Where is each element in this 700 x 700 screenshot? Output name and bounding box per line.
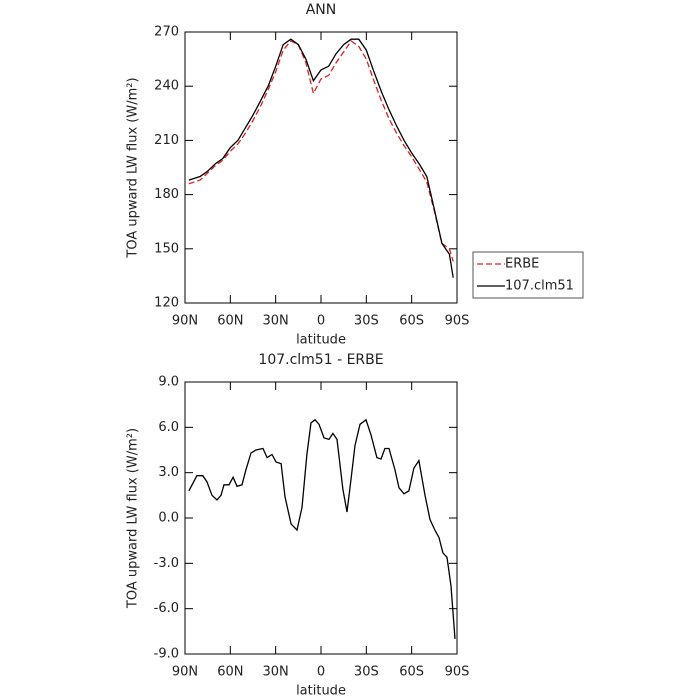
x-tick-label: 0 <box>317 314 325 329</box>
x-tick-label: 30N <box>263 314 289 329</box>
y-tick-label: -6.0 <box>154 601 179 616</box>
y-tick-label: 6.0 <box>158 420 179 435</box>
x-tick-label: 90N <box>172 665 198 680</box>
y-tick-label: 180 <box>154 187 179 202</box>
x-tick-label: 90S <box>445 665 470 680</box>
chart-title: 107.clm51 - ERBE <box>258 352 383 368</box>
y-tick-label: 120 <box>154 296 179 311</box>
x-tick-label: 60S <box>399 314 424 329</box>
y-tick-label: 210 <box>154 133 179 148</box>
x-tick-label: 60N <box>217 314 243 329</box>
x-tick-label: 0 <box>317 665 325 680</box>
x-axis-label: latitude <box>296 684 346 699</box>
data-line <box>188 38 454 278</box>
y-tick-label: 240 <box>154 79 179 94</box>
x-tick-label: 90N <box>172 314 198 329</box>
legend-box <box>472 251 584 299</box>
y-tick-label: -3.0 <box>154 556 179 571</box>
plot-frame <box>184 31 458 304</box>
data-line <box>188 418 456 639</box>
x-tick-label: 30N <box>263 665 289 680</box>
x-tick-label: 60N <box>217 665 243 680</box>
y-tick-label: 270 <box>154 25 179 40</box>
x-tick-label: 30S <box>354 665 379 680</box>
x-tick-label: 60S <box>399 665 424 680</box>
y-tick-label: 3.0 <box>158 465 179 480</box>
y-tick-label: 9.0 <box>158 375 179 390</box>
plot-frame <box>184 381 458 655</box>
y-tick-label: -9.0 <box>154 647 179 662</box>
y-tick-label: 0.0 <box>158 511 179 526</box>
y-tick-label: 150 <box>154 241 179 256</box>
legend-label: ERBE <box>505 257 539 272</box>
y-axis-label: TOA upward LW flux (W/m²) <box>126 428 141 609</box>
x-tick-label: 90S <box>445 314 470 329</box>
x-axis-label: latitude <box>296 333 346 348</box>
chart-title: ANN <box>306 2 337 18</box>
legend-label: 107.clm51 <box>505 279 574 294</box>
y-axis-label: TOA upward LW flux (W/m²) <box>126 77 141 258</box>
x-tick-label: 30S <box>354 314 379 329</box>
